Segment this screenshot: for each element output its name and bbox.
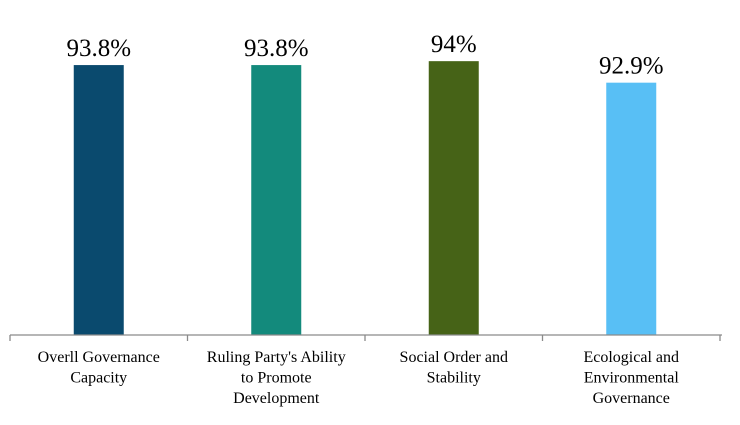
bar <box>251 65 302 336</box>
data-label: 94% <box>431 31 477 58</box>
x-tick-label: Governance <box>593 390 670 407</box>
x-tick-label: Stability <box>427 370 481 387</box>
x-tick-label: to Promote <box>241 370 312 387</box>
x-tick-label: Ecological and <box>583 349 679 366</box>
bar <box>73 65 124 336</box>
x-tick-label: Ruling Party's Ability <box>207 349 346 366</box>
x-tick-label: Capacity <box>70 370 127 387</box>
data-label: 92.9% <box>599 53 664 80</box>
x-tick-label: Environmental <box>584 370 680 387</box>
x-tick-label: Development <box>233 390 320 407</box>
bar <box>428 61 479 335</box>
data-label: 93.8% <box>66 35 131 62</box>
x-tick-label: Social Order and <box>400 349 508 366</box>
bar <box>606 82 657 336</box>
data-label: 93.8% <box>244 35 309 62</box>
x-tick-label: Overll Governance <box>38 349 160 366</box>
